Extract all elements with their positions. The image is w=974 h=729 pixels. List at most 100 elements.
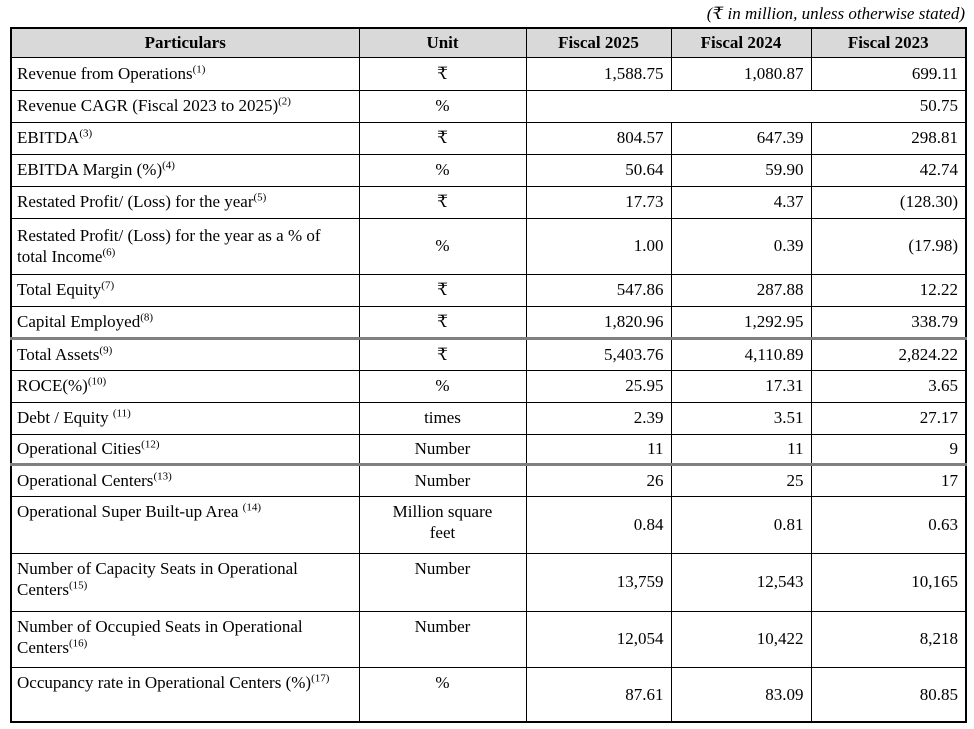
- table-row: EBITDA Margin (%)(4)% 50.64 59.90 42.74: [10, 153, 967, 187]
- value-cell: 25: [670, 462, 812, 497]
- table-row: Operational Cities(12) Number 11 11 9: [10, 433, 967, 465]
- value-cell: 59.90: [670, 153, 812, 187]
- particulars-cell: Total Equity(7): [10, 273, 360, 307]
- particulars-cell: Restated Profit/ (Loss) for the year(5): [10, 185, 360, 219]
- value-cell: 298.81: [810, 121, 967, 155]
- value-cell: 0.81: [670, 495, 812, 554]
- col-header-fiscal-2024: Fiscal 2024: [670, 27, 812, 58]
- particulars-cell: Number of Occupied Seats in Operational …: [10, 610, 360, 668]
- value-cell: 1,820.96: [525, 305, 672, 339]
- unit-cell: Million square feet: [358, 495, 527, 554]
- value-cell: 87.61: [525, 666, 672, 723]
- footnote-ref: (13): [153, 470, 172, 483]
- value-cell: 25.95: [525, 369, 672, 403]
- table-row: ROCE(%)(10)% 25.95 17.31 3.65: [10, 369, 967, 403]
- particulars-cell: Revenue from Operations(1): [10, 56, 360, 91]
- value-cell: 338.79: [810, 305, 967, 339]
- footnote-ref: (6): [102, 246, 116, 259]
- value-cell: 2,824.22: [810, 336, 967, 371]
- table-row: Restated Profit/ (Loss) for the year as …: [10, 217, 967, 275]
- table-row: Total Equity(7) ₹547.86 287.88 12.22: [10, 273, 967, 307]
- value-cell: 12,543: [670, 552, 812, 612]
- value-cell: 3.51: [670, 401, 812, 435]
- particulars-cell: Total Assets(9): [10, 336, 360, 371]
- value-cell: 80.85: [810, 666, 967, 723]
- particulars-cell: Revenue CAGR (Fiscal 2023 to 2025)(2): [10, 89, 360, 123]
- table-row: Revenue from Operations(1) ₹1,588.75 1,080…: [10, 56, 967, 91]
- value-cell: 5,403.76: [525, 336, 672, 371]
- unit-cell: ₹: [358, 121, 527, 155]
- col-header-particulars: Particulars: [10, 27, 360, 58]
- footnote-ref: (2): [278, 95, 291, 108]
- particulars-cell: EBITDA(3): [10, 121, 360, 155]
- footnote-ref: (11): [112, 407, 131, 420]
- table-row: Capital Employed(8) ₹1,820.96 1,292.95 338.…: [10, 305, 967, 339]
- value-cell: 0.84: [525, 495, 672, 554]
- footnote-ref: (17): [311, 671, 330, 684]
- particulars-cell: Number of Capacity Seats in Operational …: [10, 552, 360, 612]
- value-cell: 10,165: [810, 552, 967, 612]
- merged-value-cell: 50.75: [525, 89, 967, 123]
- col-header-unit: Unit: [358, 27, 527, 58]
- table-row: Operational Super Built-up Area (14) Mill…: [10, 495, 967, 554]
- value-cell: 1,588.75: [525, 56, 672, 91]
- value-cell: 3.65: [810, 369, 967, 403]
- col-header-fiscal-2025: Fiscal 2025: [525, 27, 672, 58]
- unit-cell: times: [358, 401, 527, 435]
- footnote-ref: (7): [101, 279, 115, 292]
- particulars-cell: EBITDA Margin (%)(4): [10, 153, 360, 187]
- value-cell: (128.30): [810, 185, 967, 219]
- footnote-ref: (16): [68, 637, 88, 650]
- footnote-ref: (12): [141, 438, 160, 451]
- table-body: Revenue from Operations(1) ₹1,588.75 1,080…: [10, 56, 967, 723]
- unit-cell: ₹: [358, 185, 527, 219]
- value-cell: 0.39: [670, 217, 812, 275]
- unit-cell: %: [358, 666, 527, 723]
- table-row: Operational Centers(13) Number 26 25 17: [10, 462, 967, 497]
- table-row: Restated Profit/ (Loss) for the year(5) ₹…: [10, 185, 967, 219]
- footnote-ref: (1): [192, 63, 206, 76]
- particulars-cell: Capital Employed(8): [10, 305, 360, 339]
- footnote-ref: (5): [253, 191, 267, 204]
- particulars-cell: Operational Centers(13): [10, 462, 360, 497]
- value-cell: 17: [810, 462, 967, 497]
- particulars-cell: Occupancy rate in Operational Centers (%…: [10, 666, 360, 723]
- table-row: EBITDA(3) ₹804.57 647.39 298.81: [10, 121, 967, 155]
- header-row: Particulars Unit Fiscal 2025 Fiscal 2024…: [10, 27, 967, 58]
- value-cell: 2.39: [525, 401, 672, 435]
- value-cell: 4,110.89: [670, 336, 812, 371]
- value-cell: 699.11: [810, 56, 967, 91]
- financial-summary-table: Particulars Unit Fiscal 2025 Fiscal 2024…: [10, 27, 967, 723]
- unit-cell: %: [358, 89, 527, 123]
- value-cell: 1,292.95: [670, 305, 812, 339]
- unit-cell: %: [358, 369, 527, 403]
- value-cell: 11: [670, 433, 812, 465]
- col-header-fiscal-2023: Fiscal 2023: [810, 27, 967, 58]
- value-cell: (17.98): [810, 217, 967, 275]
- value-cell: 1.00: [525, 217, 672, 275]
- value-cell: 83.09: [670, 666, 812, 723]
- footnote-ref: (3): [79, 127, 93, 140]
- value-cell: 287.88: [670, 273, 812, 307]
- unit-cell: %: [358, 153, 527, 187]
- table-row: Debt / Equity (11) times 2.39 3.51 27.17: [10, 401, 967, 435]
- particulars-cell: Restated Profit/ (Loss) for the year as …: [10, 217, 360, 275]
- value-cell: 50.64: [525, 153, 672, 187]
- value-cell: 17.73: [525, 185, 672, 219]
- value-cell: 27.17: [810, 401, 967, 435]
- value-cell: 11: [525, 433, 672, 465]
- particulars-cell: Operational Super Built-up Area (14): [10, 495, 360, 554]
- value-cell: 804.57: [525, 121, 672, 155]
- value-cell: 4.37: [670, 185, 812, 219]
- value-cell: 647.39: [670, 121, 812, 155]
- unit-cell: Number: [358, 433, 527, 465]
- table-row: Occupancy rate in Operational Centers (%…: [10, 666, 967, 723]
- value-cell: 13,759: [525, 552, 672, 612]
- value-cell: 12.22: [810, 273, 967, 307]
- footnote-ref: (15): [68, 579, 88, 592]
- unit-cell: ₹: [358, 273, 527, 307]
- unit-cell: ₹: [358, 56, 527, 91]
- value-cell: 1,080.87: [670, 56, 812, 91]
- unit-cell: Number: [358, 610, 527, 668]
